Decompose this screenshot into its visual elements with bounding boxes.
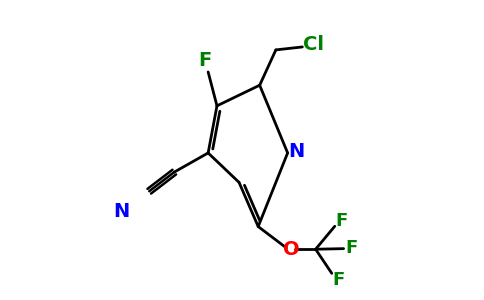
Text: F: F <box>198 51 212 70</box>
Text: O: O <box>283 240 300 259</box>
Text: N: N <box>288 142 304 161</box>
Text: F: F <box>346 239 358 257</box>
Text: N: N <box>113 202 129 221</box>
Text: F: F <box>332 271 345 289</box>
Text: F: F <box>335 212 348 230</box>
Text: Cl: Cl <box>303 35 324 54</box>
